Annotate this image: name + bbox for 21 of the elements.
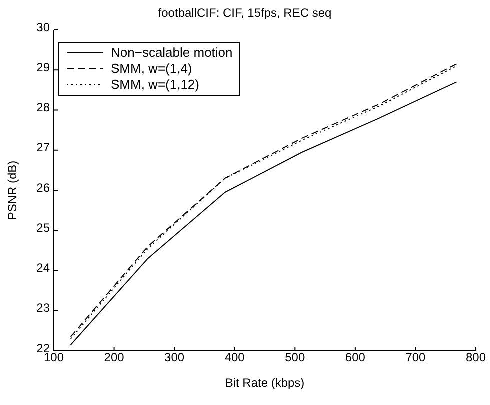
x-axis-title: Bit Rate (kbps): [225, 376, 305, 390]
legend-label: SMM, w=(1,4): [111, 61, 192, 77]
x-tick-label: 200: [104, 350, 125, 365]
y-tick-label: 30: [36, 20, 50, 34]
legend-label: Non−scalable motion: [111, 45, 233, 61]
legend-label: SMM, w=(1,12): [111, 77, 200, 93]
y-axis-title: PSNR (dB): [5, 160, 20, 220]
x-tick-label: 700: [406, 350, 426, 365]
x-tick-label: 500: [285, 350, 306, 365]
y-tick-label: 23: [36, 301, 50, 316]
x-tick-label: 800: [466, 350, 486, 365]
y-tick-label: 25: [36, 220, 50, 235]
y-tick-label: 27: [36, 140, 50, 155]
y-tick-label: 26: [36, 180, 50, 195]
chart-title: footballCIF: CIF, 15fps, REC seq: [157, 6, 333, 20]
x-tick-label: 600: [345, 350, 366, 365]
y-tick-label: 24: [36, 261, 50, 276]
y-tick-label: 29: [36, 60, 50, 74]
x-tick-label: 300: [164, 350, 185, 365]
y-tick-label: 28: [36, 100, 50, 115]
x-tick-label: 400: [224, 350, 246, 365]
